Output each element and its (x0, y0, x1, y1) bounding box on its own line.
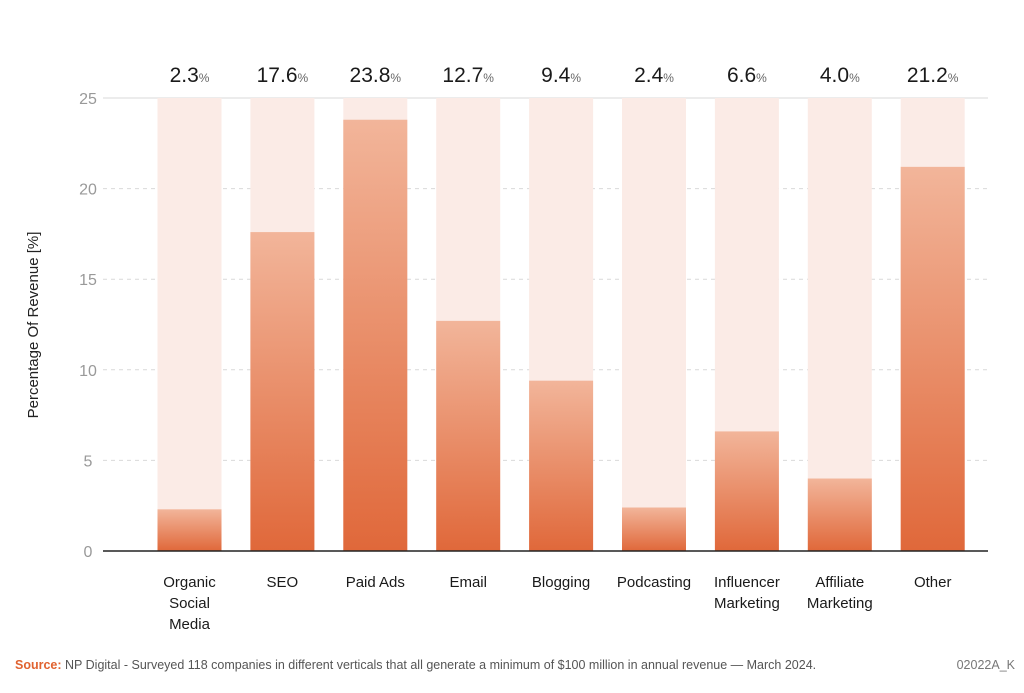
category-label-other: Other (914, 574, 952, 591)
source-label: Source: (15, 658, 62, 672)
bar-track-podcasting (622, 98, 686, 551)
bar-affiliate-marketing (807, 478, 872, 551)
category-label-podcasting: Podcasting (617, 574, 691, 591)
category-label-seo: SEO (267, 574, 299, 591)
value-label-organic-social-media: 2.3% (170, 64, 210, 87)
value-label-influencer-marketing: 6.6% (727, 64, 767, 87)
value-label-affiliate-marketing: 4.0% (820, 64, 860, 87)
category-label-paid-ads: Paid Ads (346, 574, 405, 591)
value-label-other: 21.2% (907, 64, 959, 87)
value-label-seo: 17.6% (257, 64, 309, 87)
source-text: NP Digital - Surveyed 118 companies in d… (65, 658, 817, 672)
bar-other (900, 166, 965, 551)
value-label-blogging: 9.4% (541, 64, 581, 87)
y-axis-label: Percentage Of Revenue [%] (25, 232, 42, 419)
category-label-organic-social-media: Organic Social Media (163, 574, 216, 633)
bar-organic-social-media (157, 509, 222, 551)
category-label-blogging: Blogging (532, 574, 590, 591)
y-tick-10: 10 (79, 363, 97, 380)
category-label-email: Email (449, 574, 487, 591)
y-tick-20: 20 (79, 182, 97, 199)
bar-blogging (529, 380, 594, 551)
source-footer: Source: NP Digital - Surveyed 118 compan… (15, 658, 1015, 678)
y-tick-15: 15 (79, 272, 97, 289)
y-tick-5: 5 (84, 453, 93, 470)
bar-podcasting (622, 507, 686, 551)
category-label-affiliate-marketing: Affiliate Marketing (807, 574, 873, 612)
bar-influencer-marketing (714, 431, 779, 551)
bar-seo (250, 232, 315, 551)
bar-track-affiliate-marketing (807, 98, 872, 551)
value-label-paid-ads: 23.8% (350, 64, 402, 87)
value-label-email: 12.7% (442, 64, 494, 87)
category-label-influencer-marketing: Influencer Marketing (714, 574, 780, 612)
value-label-podcasting: 2.4% (634, 64, 674, 87)
bar-email (436, 320, 501, 551)
y-tick-0: 0 (84, 544, 93, 561)
chart-code: 02022A_K (956, 658, 1015, 672)
y-tick-25: 25 (79, 91, 97, 108)
bar-paid-ads (343, 119, 408, 551)
bar-track-organic-social-media (157, 98, 222, 551)
